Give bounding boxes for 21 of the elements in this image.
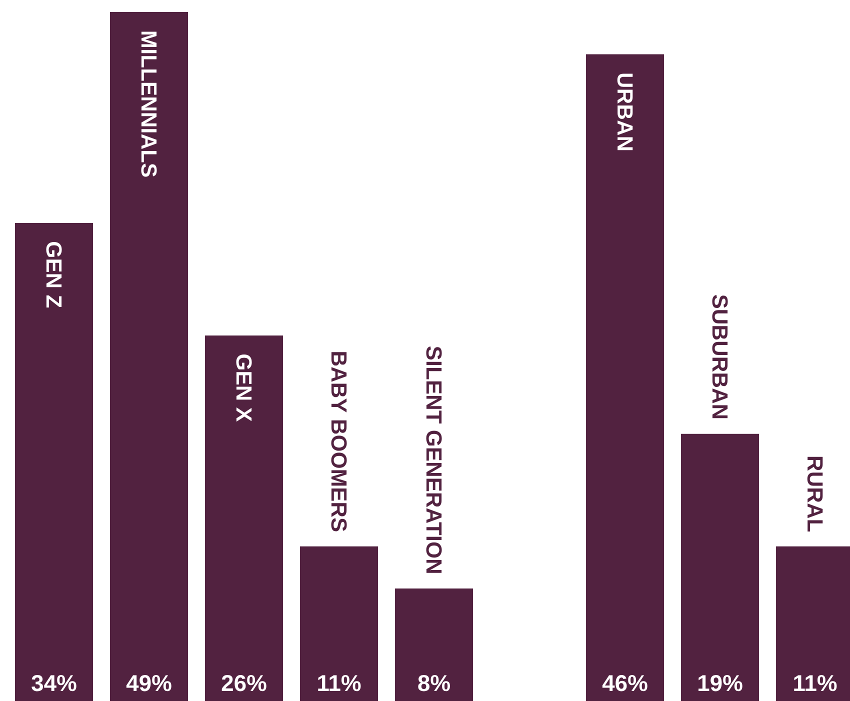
data-label: 11%: [318, 675, 361, 692]
bar: [205, 335, 284, 701]
data-label: 19%: [698, 675, 742, 692]
data-label: 26%: [222, 675, 266, 692]
x-tick-label: URBAN: [617, 74, 633, 150]
data-label: 11%: [794, 675, 837, 692]
data-label: 34%: [32, 675, 76, 692]
x-tick-label: SUBURBAN: [712, 294, 728, 418]
data-label: 8%: [418, 675, 450, 692]
x-tick-label: GEN Z: [46, 242, 62, 308]
data-label: 49%: [126, 675, 172, 692]
x-tick-label: MILLENNIALS: [141, 32, 157, 177]
x-tick-label: RURAL: [807, 456, 823, 532]
bar: [110, 12, 188, 701]
x-tick-label: BABY BOOMERS: [331, 352, 347, 532]
bar: [395, 588, 474, 701]
x-tick-label: GEN X: [236, 354, 252, 422]
bar: [300, 546, 378, 701]
data-label: 46%: [602, 675, 648, 692]
x-tick-label: SILENT GENERATION: [426, 346, 442, 573]
bar: [15, 222, 93, 701]
